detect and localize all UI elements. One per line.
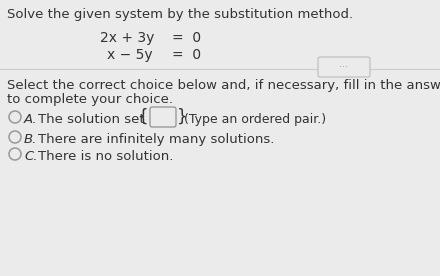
Text: }: } bbox=[177, 108, 187, 126]
Text: =  0: = 0 bbox=[172, 31, 201, 45]
Text: C.: C. bbox=[24, 150, 37, 163]
Text: 2x + 3y: 2x + 3y bbox=[100, 31, 154, 45]
Text: (Type an ordered pair.): (Type an ordered pair.) bbox=[184, 113, 326, 126]
Text: x − 5y: x − 5y bbox=[107, 48, 153, 62]
FancyBboxPatch shape bbox=[150, 107, 176, 127]
Text: A.: A. bbox=[24, 113, 38, 126]
FancyBboxPatch shape bbox=[318, 57, 370, 77]
Text: There is no solution.: There is no solution. bbox=[38, 150, 173, 163]
Text: There are infinitely many solutions.: There are infinitely many solutions. bbox=[38, 133, 275, 146]
Text: The solution set is: The solution set is bbox=[38, 113, 159, 126]
Text: B.: B. bbox=[24, 133, 37, 146]
Text: {: { bbox=[138, 108, 149, 126]
Text: Solve the given system by the substitution method.: Solve the given system by the substituti… bbox=[7, 8, 353, 21]
Text: Select the correct choice below and, if necessary, fill in the answer box: Select the correct choice below and, if … bbox=[7, 79, 440, 92]
Text: =  0: = 0 bbox=[172, 48, 201, 62]
Text: to complete your choice.: to complete your choice. bbox=[7, 93, 173, 106]
Text: ···: ··· bbox=[340, 62, 348, 72]
